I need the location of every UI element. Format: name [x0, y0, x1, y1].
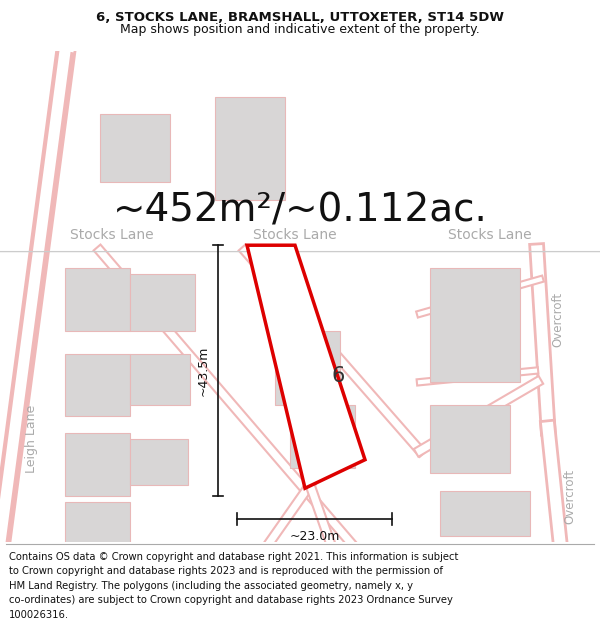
Bar [440, 491, 530, 536]
Bar [215, 97, 285, 199]
Bar [430, 405, 510, 473]
Bar [65, 268, 130, 331]
Bar [430, 268, 520, 382]
Text: Leigh Lane: Leigh Lane [25, 405, 38, 473]
Text: ~23.0m: ~23.0m [289, 531, 340, 544]
Text: 6: 6 [331, 366, 344, 386]
Text: Stocks Lane: Stocks Lane [448, 228, 532, 242]
Text: Stocks Lane: Stocks Lane [253, 228, 337, 242]
Bar [130, 274, 195, 331]
Text: 6, STOCKS LANE, BRAMSHALL, UTTOXETER, ST14 5DW: 6, STOCKS LANE, BRAMSHALL, UTTOXETER, ST… [96, 11, 504, 24]
Text: Overcroft: Overcroft [551, 292, 565, 347]
Polygon shape [247, 245, 365, 488]
Text: Overcroft: Overcroft [563, 469, 577, 524]
Text: Stocks Lane: Stocks Lane [70, 228, 154, 242]
Text: ~452m²/~0.112ac.: ~452m²/~0.112ac. [113, 192, 487, 230]
Bar [100, 114, 170, 182]
Bar [65, 502, 130, 553]
Bar [65, 354, 130, 416]
Text: ~43.5m: ~43.5m [197, 346, 210, 396]
Text: to Crown copyright and database rights 2023 and is reproduced with the permissio: to Crown copyright and database rights 2… [9, 566, 443, 576]
Bar [130, 354, 190, 405]
Bar [65, 434, 130, 496]
Text: 100026316.: 100026316. [9, 610, 69, 620]
Text: Map shows position and indicative extent of the property.: Map shows position and indicative extent… [120, 23, 480, 36]
Text: Contains OS data © Crown copyright and database right 2021. This information is : Contains OS data © Crown copyright and d… [9, 552, 458, 562]
Text: HM Land Registry. The polygons (including the associated geometry, namely x, y: HM Land Registry. The polygons (includin… [9, 581, 413, 591]
Text: co-ordinates) are subject to Crown copyright and database rights 2023 Ordnance S: co-ordinates) are subject to Crown copyr… [9, 596, 453, 606]
Bar [130, 439, 188, 485]
Bar [275, 331, 340, 405]
Bar [290, 405, 355, 468]
